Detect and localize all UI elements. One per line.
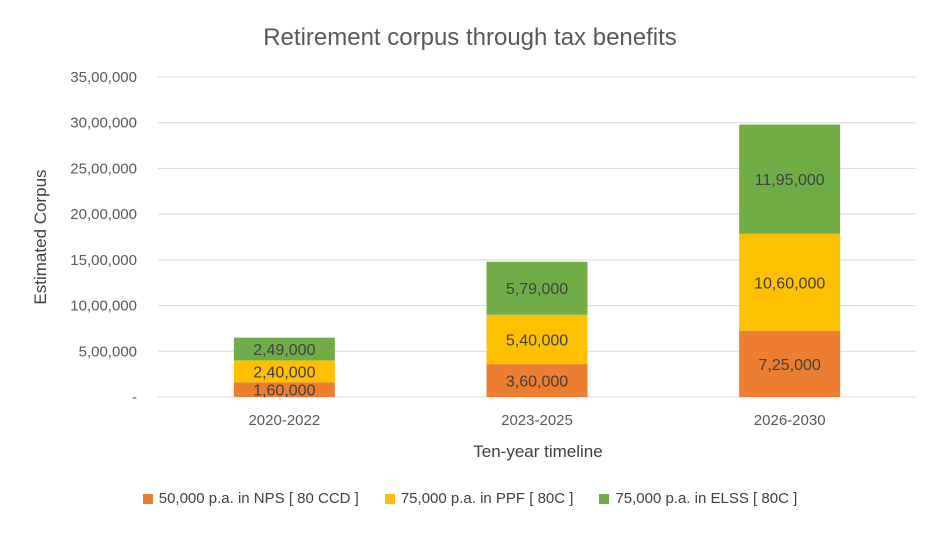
data-label: 7,25,000 (759, 357, 821, 374)
x-axis-ticks: 2020-2022 2023-2025 2026-2030 (248, 412, 825, 429)
y-tick-label: 20,00,000 (70, 206, 137, 223)
y-tick-label: 30,00,000 (70, 115, 137, 132)
data-label: 3,60,000 (506, 374, 568, 391)
bars: 1,60,000 2,40,000 2,49,000 3,60,000 5,40,000… (233, 124, 841, 400)
y-tick-label: 15,00,000 (70, 252, 137, 269)
legend-label-ppf: 75,000 p.a. in PPF [ 80C ] (400, 490, 574, 507)
data-label: 10,60,000 (754, 275, 825, 292)
legend-swatch-elss (599, 493, 610, 504)
y-tick-label: 10,00,000 (70, 298, 137, 315)
bar-segment (486, 314, 588, 365)
legend-item-ppf: 75,000 p.a. in PPF [ 80C ] (384, 490, 574, 507)
y-tick-label: 5,00,000 (79, 343, 137, 360)
bar-segment (233, 337, 335, 361)
x-tick-label: 2020-2022 (248, 412, 320, 429)
x-axis-label: Ten-year timeline (473, 442, 602, 461)
data-label: 1,60,000 (253, 383, 315, 400)
bar-segment (739, 124, 841, 234)
data-label: 2,49,000 (253, 342, 315, 359)
y-tick-label: - (132, 389, 137, 406)
y-axis-label: Estimated Corpus (31, 169, 50, 304)
x-tick-label: 2023-2025 (501, 412, 573, 429)
legend-swatch-ppf (384, 493, 395, 504)
data-label: 5,40,000 (506, 332, 568, 349)
legend-item-elss: 75,000 p.a. in ELSS [ 80C ] (599, 490, 797, 507)
legend-label-elss: 75,000 p.a. in ELSS [ 80C ] (615, 490, 798, 507)
bar-segment (739, 330, 841, 397)
data-label: 2,40,000 (253, 364, 315, 381)
legend-label-nps: 50,000 p.a. in NPS [ 80 CCD ] (158, 490, 359, 507)
y-tick-label: 25,00,000 (70, 160, 137, 177)
bar-segment (486, 364, 588, 397)
legend-swatch-nps (142, 493, 153, 504)
legend-item-nps: 50,000 p.a. in NPS [ 80 CCD ] (142, 490, 359, 507)
chart-title: Retirement corpus through tax benefits (263, 24, 677, 51)
bar-segment (739, 233, 841, 331)
y-axis-ticks: - 5,00,000 10,00,000 15,00,000 20,00,000 25,0… (70, 69, 137, 406)
data-label: 5,79,000 (506, 281, 568, 298)
x-tick-label: 2026-2030 (754, 412, 826, 429)
bar-segment (233, 382, 335, 397)
legend: 50,000 p.a. in NPS [ 80 CCD ] 75,000 p.a… (0, 490, 940, 507)
bar-segment (486, 261, 588, 315)
bar-segment (233, 360, 335, 383)
data-label: 11,95,000 (755, 172, 825, 189)
y-tick-label: 35,00,000 (70, 69, 137, 86)
